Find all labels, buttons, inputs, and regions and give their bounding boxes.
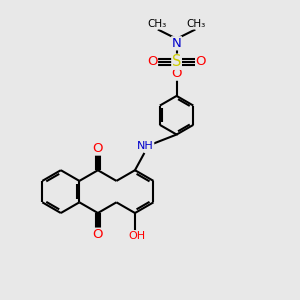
Text: CH₃: CH₃ bbox=[148, 19, 167, 29]
Text: O: O bbox=[93, 228, 103, 241]
Text: O: O bbox=[196, 55, 206, 68]
Text: S: S bbox=[172, 54, 181, 69]
Text: O: O bbox=[93, 142, 103, 155]
Text: OH: OH bbox=[128, 231, 145, 241]
Text: O: O bbox=[171, 67, 182, 80]
Text: CH₃: CH₃ bbox=[186, 19, 206, 29]
Text: N: N bbox=[172, 37, 182, 50]
Text: O: O bbox=[147, 55, 158, 68]
Text: NH: NH bbox=[137, 141, 154, 152]
